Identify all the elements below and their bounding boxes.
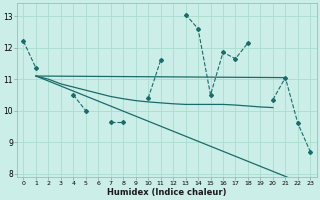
X-axis label: Humidex (Indice chaleur): Humidex (Indice chaleur)	[107, 188, 227, 197]
